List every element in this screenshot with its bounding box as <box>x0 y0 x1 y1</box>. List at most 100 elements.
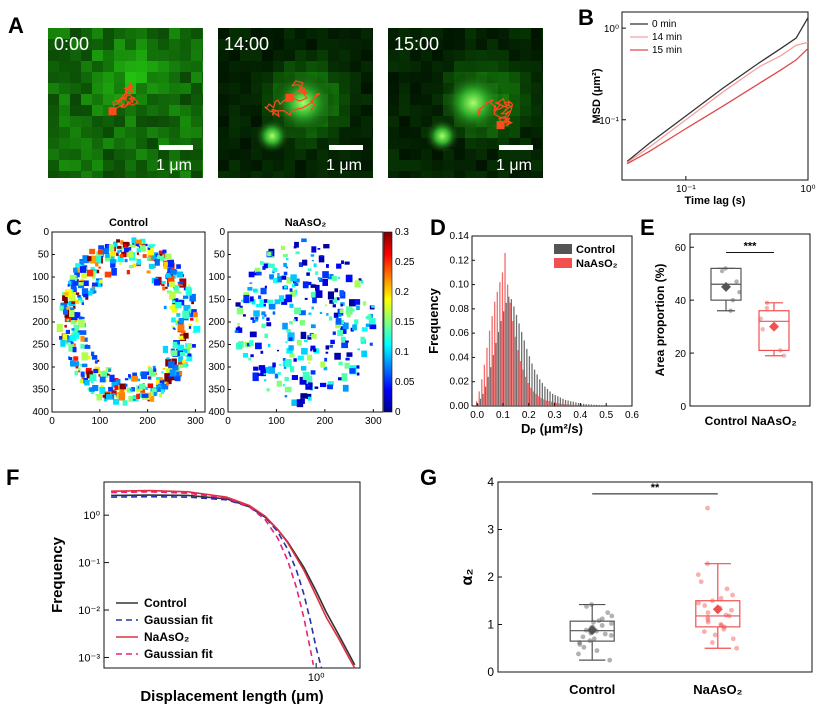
data-point <box>737 290 742 295</box>
frame-pixel <box>432 171 443 178</box>
frame-pixel <box>191 61 202 72</box>
frame-pixel <box>410 149 421 160</box>
frame-pixel <box>432 61 443 72</box>
y-axis-label: α₂ <box>459 569 476 586</box>
frame-pixel <box>361 105 372 116</box>
y-tick-label: 3 <box>487 523 494 537</box>
frame-pixel <box>372 105 373 116</box>
frame-pixel <box>361 149 372 160</box>
heatmap-cell <box>334 288 339 293</box>
heatmap-cell <box>159 377 163 381</box>
frame-pixel <box>454 39 465 50</box>
frame-pixel <box>388 149 399 160</box>
frame-pixel <box>240 116 251 127</box>
heatmap-cell <box>288 345 294 351</box>
heatmap-cell <box>86 355 91 360</box>
y-tick-label: 100 <box>208 272 225 283</box>
frame-pixel <box>476 50 487 61</box>
frame-pixel <box>487 61 498 72</box>
x-tick-label: 10⁰ <box>308 672 325 684</box>
heatmap-cell <box>250 354 254 358</box>
frame-pixel <box>136 138 147 149</box>
frame-pixel <box>328 160 339 171</box>
heatmap-cell <box>188 323 193 327</box>
heatmap-cell <box>133 257 137 261</box>
heatmap-cell <box>105 252 110 258</box>
heatmap-cell <box>153 368 157 372</box>
frame-pixel <box>487 138 498 149</box>
data-point <box>602 631 608 637</box>
frame-pixel <box>339 127 350 138</box>
histogram-bar-1 <box>488 330 491 406</box>
heatmap-cell <box>266 388 270 392</box>
frame-pixel <box>92 127 103 138</box>
heatmap-cell <box>260 287 267 295</box>
heatmap-cell <box>282 361 287 367</box>
heatmap-cell <box>285 266 289 269</box>
histogram-bar-0 <box>554 395 556 406</box>
heatmap-cell <box>162 367 166 370</box>
heatmap-cell <box>178 356 183 363</box>
heatmap-cell <box>284 376 289 382</box>
frame-pixel <box>399 28 410 39</box>
frame-pixel <box>542 127 543 138</box>
data-point <box>580 634 586 640</box>
heatmap-cell <box>294 241 299 248</box>
frame-pixel <box>388 28 399 39</box>
heatmap-cell <box>179 351 186 356</box>
heatmap-cell <box>80 343 85 349</box>
histogram-bar-1 <box>517 350 519 406</box>
histogram-bar-1 <box>483 364 486 406</box>
heatmap-cell <box>349 299 356 307</box>
heatmap-cell <box>153 391 157 397</box>
heatmap-cell <box>184 359 188 362</box>
data-point <box>719 268 725 274</box>
frame-pixel <box>476 160 487 171</box>
frame-pixel <box>273 72 284 83</box>
frame-pixel <box>136 160 147 171</box>
heatmap-cell <box>78 318 85 328</box>
frame-pixel <box>306 61 317 72</box>
data-point <box>594 648 600 654</box>
trajectory <box>112 82 139 112</box>
heatmap-cell <box>148 263 155 269</box>
heatmap-cell <box>161 383 168 389</box>
panel-a-microscopy: 0:00 1 μm 14:00 1 μm 15:00 1 μm <box>48 28 543 178</box>
heatmap-cell <box>349 368 356 374</box>
frame-pixel <box>531 127 542 138</box>
histogram-bar-1 <box>486 347 488 406</box>
heatmap-cell <box>59 305 64 311</box>
frame-pixel <box>465 138 476 149</box>
y-tick-label: 0.00 <box>450 401 470 412</box>
frame-pixel <box>125 149 136 160</box>
heatmap-cell <box>237 326 240 329</box>
frame-pixel <box>262 149 273 160</box>
heatmap-cell <box>81 288 89 296</box>
heatmap-cell <box>255 316 259 321</box>
heatmap-cell <box>168 281 175 288</box>
data-point <box>576 651 581 657</box>
frame-pixel <box>202 94 203 105</box>
frame-pixel <box>240 149 251 160</box>
frame-pixel <box>103 94 114 105</box>
frame-pixel <box>465 149 476 160</box>
heatmap-cell <box>129 244 136 248</box>
heatmap-cell <box>71 328 75 331</box>
frame-pixel <box>339 83 350 94</box>
heatmap-cell <box>285 341 288 344</box>
frame-pixel <box>251 83 262 94</box>
frame-pixel <box>388 83 399 94</box>
data-point <box>730 636 736 642</box>
heatmap-cell <box>255 342 262 350</box>
frame-pixel <box>372 149 373 160</box>
x-axis-label: Dₚ (μm²/s) <box>521 421 583 436</box>
frame-pixel <box>136 149 147 160</box>
panel-f-displacement-chart: 10⁰ 10⁰ 10⁻¹ 10⁻² 10⁻³ Displacement length (μ… <box>49 481 361 705</box>
heatmap-cell <box>157 386 161 391</box>
heatmap-cell <box>188 284 191 287</box>
heatmap-cell <box>310 345 316 350</box>
x-tick-label: 0.2 <box>522 410 536 421</box>
heatmap-cell <box>367 314 372 320</box>
x-tick-label: 200 <box>317 416 334 427</box>
frame-pixel <box>169 94 180 105</box>
